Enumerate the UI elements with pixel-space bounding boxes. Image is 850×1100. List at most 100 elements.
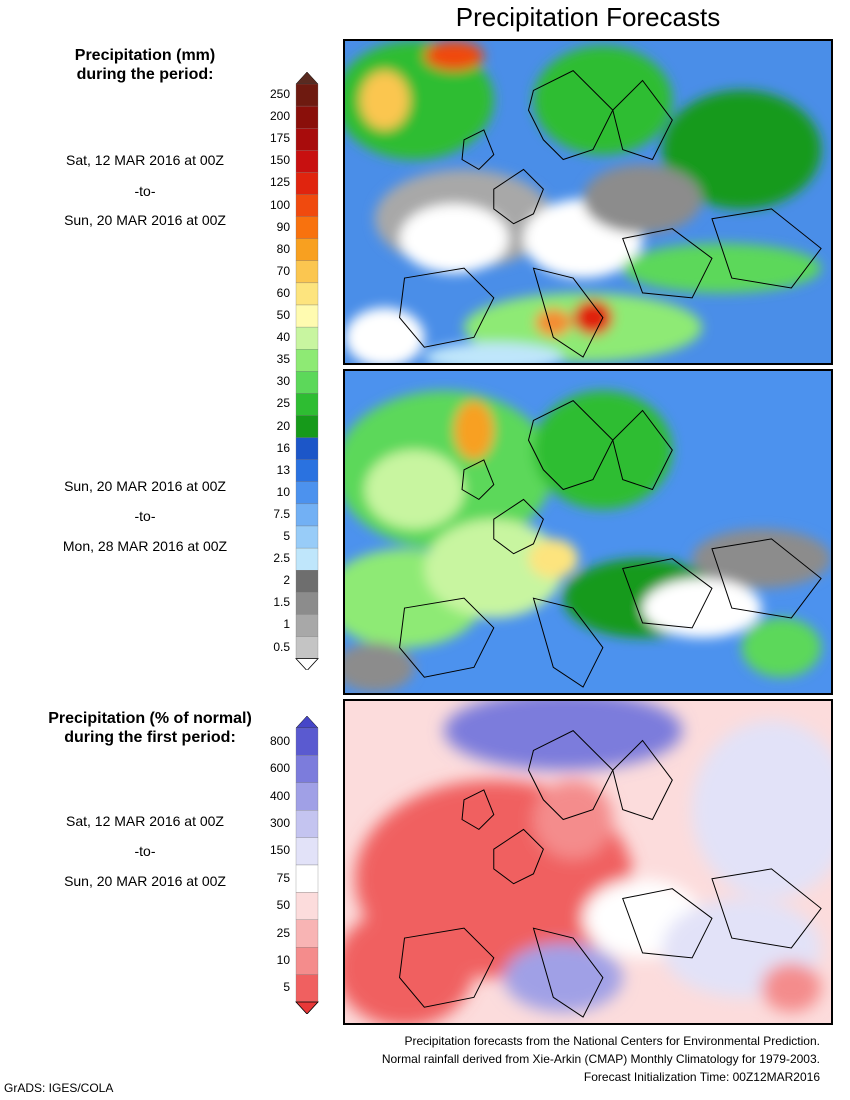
legend-pct-swatch [295, 974, 319, 1003]
legend-pct-swatch [295, 782, 319, 811]
legend-mm-swatch [295, 371, 319, 394]
legend-mm-swatch [295, 393, 319, 416]
legend-mm-tick-label: 200 [269, 109, 290, 124]
legend-mm-tick-label: 20 [276, 418, 290, 433]
legend-mm-swatch [295, 636, 319, 659]
legend-mm-tick-label: 0.5 [273, 639, 290, 654]
legend-mm-swatch [295, 260, 319, 284]
legend-mm-tick-label: 70 [276, 263, 290, 278]
legend-pct-labels: 800 600 400 300 150 75 50 25 10 5 [250, 0, 290, 1100]
legend-mm-swatch [295, 481, 319, 505]
legend-mm-swatch [295, 83, 319, 107]
legend-mm-labels: 250 200 175 150 125 100 90 80 70 60 50 40 35 30 25 20 16… [250, 0, 290, 700]
period-2-start: Sun, 20 MAR 2016 at 00Z [64, 478, 226, 494]
legend-mm-title-line2: during the period: [76, 66, 214, 83]
legend-pct-swatch [295, 810, 319, 838]
legend-mm-swatch [295, 216, 319, 239]
period-3-end: Sun, 20 MAR 2016 at 00Z [64, 873, 226, 889]
legend-mm-bottom-arrow [295, 658, 319, 670]
period-3-separator: -to- [134, 843, 156, 859]
map-panel-period-1 [343, 39, 833, 365]
legend-mm-tick-label: 125 [269, 175, 290, 190]
legend-mm-swatch [295, 437, 319, 460]
legend-mm-swatch [295, 194, 319, 217]
legend-mm-swatch [295, 503, 319, 527]
legend-pct-swatch [295, 837, 319, 866]
legend-mm-title: Precipitation (mm) during the period: [0, 46, 290, 84]
legend-pct-colorbar [295, 716, 319, 1014]
footer-init-time: Forecast Initialization Time: 00Z12MAR20… [583, 1070, 820, 1084]
legend-mm-tick-label: 13 [276, 462, 290, 477]
legend-mm-tick-label: 2 [283, 573, 290, 588]
legend-mm-swatch [295, 415, 319, 438]
legend-pct-tick-label: 50 [276, 898, 290, 913]
legend-mm-swatch [295, 326, 319, 350]
footer-source: Precipitation forecasts from the Nationa… [404, 1034, 820, 1048]
legend-pct-swatch [295, 727, 319, 756]
legend-mm-swatch [295, 547, 319, 571]
legend-mm-swatch [295, 614, 319, 637]
legend-mm-swatch [295, 525, 319, 549]
legend-mm-tick-label: 60 [276, 285, 290, 300]
legend-mm-tick-label: 10 [276, 484, 290, 499]
legend-pct-tick-label: 300 [269, 815, 290, 830]
legend-mm-tick-label: 7.5 [273, 506, 290, 521]
legend-mm-tick-label: 80 [276, 241, 290, 256]
period-1-end: Sun, 20 MAR 2016 at 00Z [64, 212, 226, 228]
legend-mm-swatch [295, 592, 319, 615]
legend-pct-top-arrow [295, 716, 319, 729]
legend-pct-tick-label: 75 [276, 870, 290, 885]
legend-mm-tick-label: 100 [269, 197, 290, 212]
legend-pct-tick-label: 800 [269, 733, 290, 748]
legend-pct-title-line1: Precipitation (% of normal) [48, 710, 252, 727]
legend-pct-tick-label: 10 [276, 952, 290, 967]
legend-mm-swatch [295, 349, 319, 372]
legend-pct-tick-label: 400 [269, 788, 290, 803]
legend-mm-swatch [295, 238, 319, 261]
period-1-start: Sat, 12 MAR 2016 at 00Z [66, 152, 224, 168]
legend-mm-title-line1: Precipitation (mm) [74, 47, 216, 64]
legend-pct-tick-label: 600 [269, 761, 290, 776]
legend-mm-swatch [295, 105, 319, 129]
legend-mm-tick-label: 1.5 [273, 595, 290, 610]
legend-mm-swatch [295, 459, 319, 482]
legend-pct-swatch [295, 864, 319, 893]
legend-mm-tick-label: 90 [276, 219, 290, 234]
legend-pct-bottom-arrow [295, 1001, 319, 1014]
legend-pct-title-line2: during the first period: [64, 729, 236, 746]
legend-mm-tick-label: 50 [276, 308, 290, 323]
legend-mm-swatch [295, 172, 319, 195]
legend-mm-tick-label: 5 [283, 529, 290, 544]
grads-credit: GrADS: IGES/COLA [4, 1081, 114, 1095]
legend-mm-swatch [295, 282, 319, 306]
footer-notes: Precipitation forecasts from the Nationa… [382, 1032, 820, 1086]
map-panel-percent-normal [343, 699, 833, 1025]
legend-mm-colorbar [295, 72, 319, 670]
footer-normal: Normal rainfall derived from Xie-Arkin (… [381, 1052, 820, 1066]
legend-mm-tick-label: 35 [276, 352, 290, 367]
legend-mm-swatch [295, 570, 319, 593]
legend-mm-tick-label: 150 [269, 153, 290, 168]
legend-mm-swatch [295, 304, 319, 328]
legend-mm-swatch [295, 128, 319, 151]
legend-mm-tick-label: 1 [283, 617, 290, 632]
legend-mm-tick-label: 250 [269, 87, 290, 102]
legend-mm-top-arrow [295, 72, 319, 85]
period-3-start: Sat, 12 MAR 2016 at 00Z [66, 813, 224, 829]
legend-pct-swatch [295, 892, 319, 920]
legend-mm-tick-label: 2.5 [273, 551, 290, 566]
page-title: Precipitation Forecasts [455, 2, 721, 32]
legend-mm-tick-label: 175 [269, 131, 290, 146]
period-2-separator: -to- [134, 508, 156, 524]
legend-pct-tick-label: 150 [269, 843, 290, 858]
legend-mm-tick-label: 40 [276, 330, 290, 345]
legend-pct-swatch [295, 919, 319, 948]
legend-pct-tick-label: 5 [283, 980, 290, 995]
legend-mm-tick-label: 25 [276, 396, 290, 411]
legend-mm-swatch [295, 150, 319, 173]
period-2-end: Mon, 28 MAR 2016 at 00Z [62, 538, 228, 554]
legend-pct-title: Precipitation (% of normal) during the f… [0, 709, 300, 747]
legend-mm-tick-label: 16 [276, 440, 290, 455]
legend-pct-swatch [295, 755, 319, 783]
legend-mm-tick-label: 30 [276, 374, 290, 389]
